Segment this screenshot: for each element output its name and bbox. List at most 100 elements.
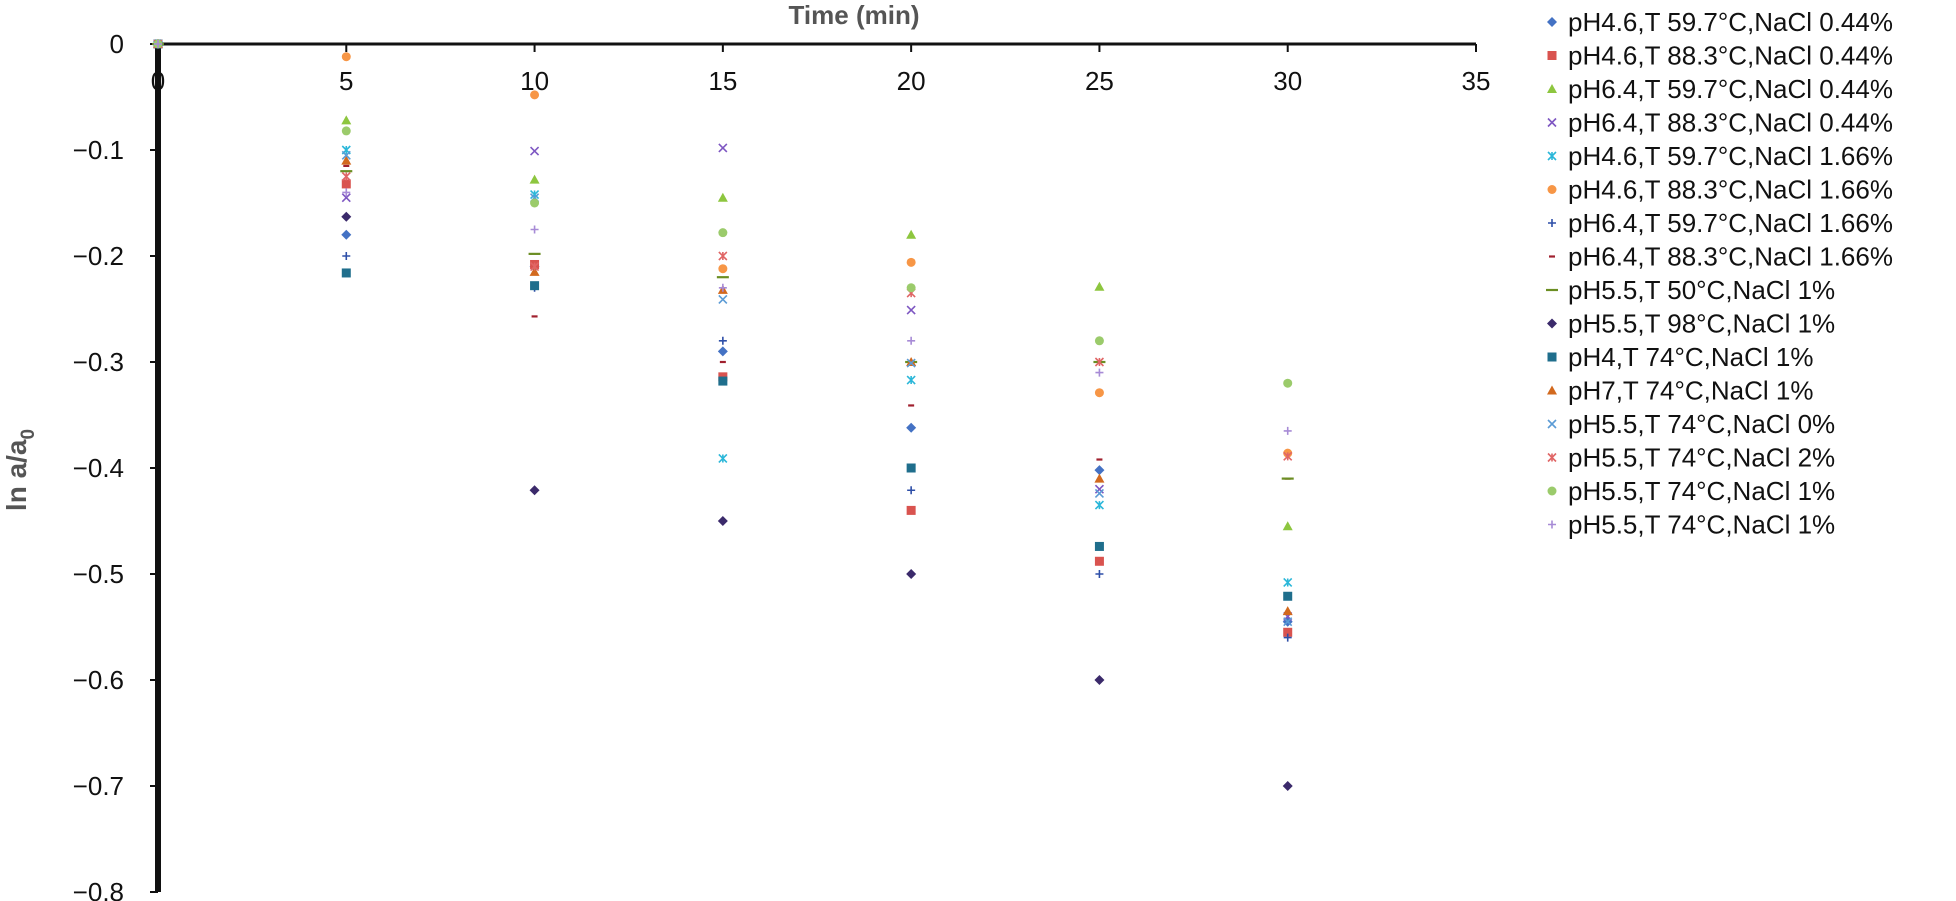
data-markers — [152, 39, 1294, 791]
x-axis-title: Time (min) — [789, 0, 920, 30]
legend-entry: pH4.6,T 88.3°C,NaCl 1.66% — [1547, 175, 1893, 205]
data-point — [342, 188, 351, 197]
data-point — [906, 283, 916, 293]
legend-label: pH5.5,T 74°C,NaCl 1% — [1568, 510, 1835, 540]
y-axis-title-subscript: 0 — [18, 429, 39, 440]
data-point — [906, 569, 917, 579]
legend-marker — [1548, 219, 1556, 227]
y-tick-label: −0.7 — [73, 771, 124, 801]
legend-label: pH6.4,T 59.7°C,NaCl 0.44% — [1568, 74, 1893, 104]
x-tick-label: 35 — [1462, 66, 1491, 96]
data-point — [1094, 281, 1105, 291]
y-tick-label: −0.2 — [73, 241, 124, 271]
data-point — [1094, 675, 1105, 685]
y-ticks: 0 −0.1 −0.2 −0.3 −0.4 −0.5 −0.6 −0.7 −0.8 — [73, 29, 158, 901]
data-point — [906, 422, 917, 433]
legend-label: pH5.5,T 74°C,NaCl 2% — [1568, 443, 1835, 473]
legend-label: pH6.4,T 88.3°C,NaCl 1.66% — [1568, 242, 1893, 272]
legend-entry: pH7,T 74°C,NaCl 1% — [1547, 376, 1813, 406]
data-point — [530, 198, 540, 208]
plot-area: 0 5 10 15 20 25 30 35 0−0.1−0.2−0.3−0.4−0.5−0.6… — [73, 29, 1491, 901]
data-point — [529, 485, 540, 496]
y-tick-label: −0.4 — [73, 453, 124, 483]
legend-marker — [1547, 151, 1557, 161]
data-point — [341, 126, 351, 136]
data-point — [341, 193, 351, 203]
data-point — [717, 346, 728, 357]
legend-entry: pH5.5,T 74°C,NaCl 1% — [1548, 510, 1835, 540]
data-point — [1283, 451, 1293, 461]
series-8 — [155, 42, 1291, 480]
data-point — [341, 155, 352, 165]
y-axis-title-main: ln a/a — [1, 439, 32, 511]
legend-entry: pH5.5,T 74°C,NaCl 0% — [1547, 409, 1835, 439]
data-point — [906, 357, 917, 366]
series-5 — [153, 39, 1293, 588]
legend-marker — [1547, 17, 1557, 27]
legend: pH4.6,T 59.7°C,NaCl 0.44% pH4.6,T 88.3°C,… — [1546, 7, 1893, 540]
series-9 — [152, 42, 1294, 480]
data-point — [341, 179, 351, 189]
data-point — [341, 115, 352, 125]
data-point — [907, 486, 916, 495]
data-point — [341, 171, 351, 182]
data-point — [1283, 617, 1293, 627]
legend-label: pH6.4,T 59.7°C,NaCl 1.66% — [1568, 208, 1893, 238]
legend-marker — [1547, 352, 1557, 362]
x-tick-label: 15 — [708, 66, 737, 96]
data-point — [341, 268, 351, 278]
y-tick-label: −0.6 — [73, 665, 124, 695]
x-tick-label: 5 — [339, 66, 353, 96]
data-point — [530, 90, 540, 100]
data-point — [1094, 484, 1104, 494]
data-point — [1283, 378, 1293, 388]
data-point — [529, 266, 540, 276]
legend-marker — [1547, 185, 1557, 194]
legend-marker — [1547, 84, 1557, 93]
data-point — [906, 229, 917, 239]
data-point — [906, 305, 916, 315]
series-7 — [154, 40, 1292, 642]
data-point — [341, 150, 351, 160]
data-point — [1094, 388, 1104, 398]
legend-label: pH7,T 74°C,NaCl 1% — [1568, 376, 1813, 406]
data-point — [530, 225, 539, 234]
y-tick-label: −0.8 — [73, 877, 124, 901]
legend-marker — [1547, 117, 1557, 128]
y-tick-label: −0.5 — [73, 559, 124, 589]
data-point — [718, 264, 728, 274]
data-point — [1094, 336, 1104, 346]
data-point — [530, 146, 540, 156]
y-tick-label: −0.1 — [73, 135, 124, 165]
x-tick-label: 25 — [1085, 66, 1114, 96]
legend-label: pH4.6,T 88.3°C,NaCl 1.66% — [1568, 175, 1893, 205]
data-point — [529, 174, 540, 184]
legend-label: pH5.5,T 74°C,NaCl 0% — [1568, 409, 1835, 439]
legend-marker — [1547, 385, 1557, 395]
data-point — [906, 505, 916, 515]
y-tick-label: 0 — [110, 29, 124, 59]
legend-label: pH5.5,T 50°C,NaCl 1% — [1568, 275, 1835, 305]
data-point — [530, 262, 540, 272]
data-point — [1283, 577, 1293, 588]
data-point — [717, 516, 728, 526]
legend-entry: pH6.4,T 59.7°C,NaCl 0.44% — [1547, 74, 1893, 104]
data-point — [342, 252, 351, 260]
data-point — [1094, 473, 1105, 483]
legend-marker — [1547, 486, 1557, 496]
data-point — [1283, 627, 1293, 637]
x-tick-label: 0 — [151, 66, 165, 96]
series-12 — [153, 39, 1293, 616]
legend-entry: pH6.4,T 88.3°C,NaCl 0.44% — [1547, 108, 1893, 138]
x-ticks: 0 5 10 15 20 25 30 35 — [151, 44, 1491, 96]
series-16 — [154, 40, 1292, 435]
series-13 — [153, 39, 1293, 627]
legend-marker — [1547, 419, 1557, 429]
series-3 — [153, 39, 1293, 531]
legend-label: pH4.6,T 59.7°C,NaCl 0.44% — [1568, 7, 1893, 37]
data-point — [1283, 426, 1292, 435]
data-point — [1094, 465, 1105, 476]
x-tick-label: 20 — [897, 66, 926, 96]
data-point — [1095, 570, 1104, 578]
